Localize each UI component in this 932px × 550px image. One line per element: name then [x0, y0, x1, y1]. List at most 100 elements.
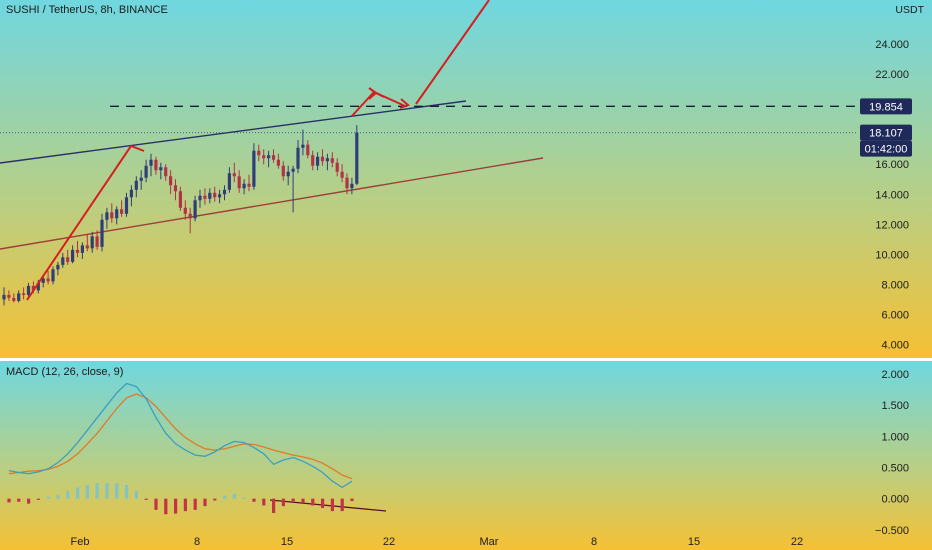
- time-tick-label: 8: [194, 536, 200, 548]
- price-tick-label: 10.000: [875, 249, 909, 261]
- candle-body: [51, 269, 55, 282]
- macd-histogram-bar: [17, 498, 21, 502]
- macd-histogram-bar: [183, 498, 187, 512]
- candle-body: [286, 171, 290, 177]
- macd-tick-label: 1.000: [881, 431, 909, 443]
- price-tick-label: 16.000: [875, 159, 909, 171]
- macd-histogram-bar: [350, 498, 354, 502]
- price-tick-label: 6.000: [881, 309, 909, 321]
- macd-tick-label: 1.500: [881, 400, 909, 412]
- macd-tick-label: 0.500: [881, 463, 909, 475]
- candle-body: [105, 212, 109, 220]
- candle-body: [129, 189, 133, 198]
- candle-body: [95, 236, 99, 247]
- candle-body: [46, 278, 50, 282]
- time-axis[interactable]: Feb 8 15 22 Mar 8 15 22: [71, 536, 804, 548]
- candle-body: [227, 173, 231, 190]
- macd-indicator-title[interactable]: MACD (12, 26, close, 9): [6, 366, 124, 378]
- target-arrow-drawing: [415, 0, 490, 105]
- macd-histogram-bar: [27, 498, 31, 504]
- macd-histogram-bar: [272, 498, 276, 513]
- ascending-support-line: [0, 157, 544, 250]
- macd-histogram-bar: [232, 493, 236, 499]
- macd-histogram-bar: [125, 484, 129, 499]
- candle-body: [110, 212, 114, 219]
- candle-body: [71, 249, 75, 262]
- candle-body: [149, 159, 153, 166]
- candle-body: [134, 180, 138, 190]
- candle-body: [7, 294, 11, 298]
- candle-body: [271, 155, 276, 160]
- macd-pane-background: [0, 361, 932, 550]
- macd-tick-label: −0.500: [875, 525, 909, 537]
- macd-tick-label: 0.000: [881, 494, 909, 506]
- candle-body: [301, 144, 305, 148]
- candles: [2, 125, 359, 306]
- candle-body: [36, 282, 40, 291]
- candle-body: [124, 197, 129, 214]
- time-tick-label: 22: [791, 536, 803, 548]
- candle-body: [169, 176, 173, 186]
- price-pane-background: [0, 0, 932, 358]
- macd-histogram-bar: [242, 497, 246, 499]
- candle-body: [31, 285, 35, 291]
- candle-body: [120, 209, 124, 214]
- signal-line: [8, 393, 353, 480]
- candle-body: [242, 183, 246, 189]
- candle-body: [115, 209, 119, 219]
- macd-histogram-bar: [95, 483, 99, 499]
- macd-histogram-bar: [85, 484, 89, 499]
- bar-countdown-tag-background: [860, 140, 912, 157]
- candle-body: [17, 293, 21, 301]
- macd-histogram-bar: [223, 495, 227, 499]
- price-tick-label: 12.000: [875, 219, 909, 231]
- time-tick-label: 8: [591, 536, 597, 548]
- candle-body: [335, 162, 339, 172]
- candle-body: [2, 294, 6, 300]
- candle-body: [320, 156, 325, 162]
- candle-body: [173, 185, 178, 192]
- arrow-head: [399, 98, 410, 109]
- trendlines: [0, 100, 858, 250]
- candle-body: [311, 155, 315, 166]
- symbol-title[interactable]: SUSHI / TetherUS, 8h, BINANCE: [6, 4, 168, 16]
- candle-body: [188, 213, 192, 219]
- resistance-price-tag-background: [860, 98, 912, 115]
- macd-histogram-bar: [154, 498, 158, 510]
- macd-divergence-line: [269, 499, 387, 512]
- candle-body: [26, 285, 31, 295]
- candle-body: [144, 165, 148, 178]
- macd-histogram-bar: [134, 491, 138, 499]
- candle-body: [66, 257, 70, 262]
- resistance-price-tag: 19.854: [869, 101, 903, 113]
- candle-body: [316, 156, 320, 166]
- price-tick-label: 4.000: [881, 339, 909, 351]
- candle-body: [330, 158, 334, 163]
- price-tick-label: 8.000: [881, 279, 909, 291]
- candle-body: [56, 264, 60, 270]
- candle-body: [257, 150, 261, 156]
- candle-body: [213, 192, 217, 198]
- last-price-tag-background: [860, 124, 912, 141]
- pane-separator[interactable]: [0, 358, 932, 361]
- candle-body: [178, 191, 182, 208]
- ascending-resistance-line: [0, 100, 467, 164]
- candle-body: [237, 176, 241, 189]
- bar-countdown-tag: 01:42:00: [865, 144, 908, 156]
- candle-body: [340, 171, 344, 178]
- candle-body: [296, 147, 300, 169]
- candle-body: [198, 195, 202, 201]
- macd-histogram-bar: [321, 498, 325, 508]
- macd-histogram-bar: [213, 498, 217, 501]
- macd-line: [8, 382, 353, 489]
- candle-body: [222, 189, 227, 195]
- price-tags: 19.854 18.107 01:42:00: [860, 98, 912, 157]
- candle-body: [90, 236, 94, 249]
- candle-body: [183, 207, 187, 214]
- candle-body: [159, 167, 163, 171]
- macd-axis[interactable]: −0.500 0.000 0.500 1.000 1.500 2.000: [875, 369, 909, 537]
- candle-body: [306, 144, 310, 156]
- candle-body: [281, 165, 285, 177]
- candle-body: [262, 155, 266, 159]
